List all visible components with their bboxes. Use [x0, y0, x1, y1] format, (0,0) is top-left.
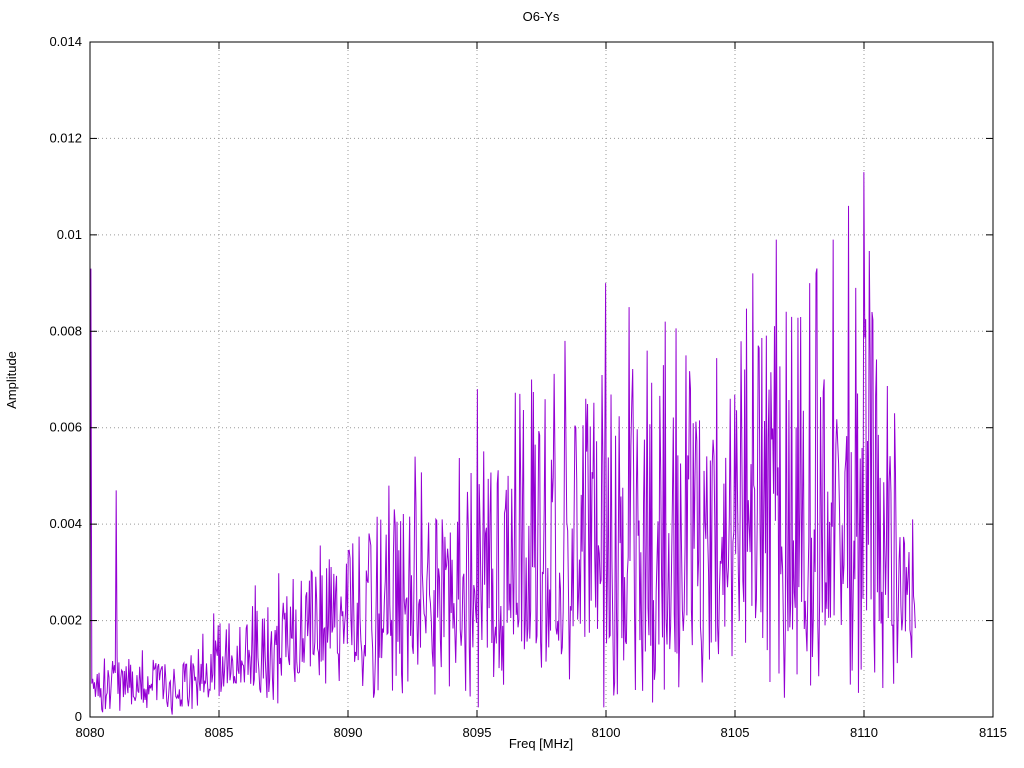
y-tick-label: 0.006 [49, 420, 82, 435]
y-tick-label: 0 [75, 709, 82, 724]
y-tick-label: 0.002 [49, 613, 82, 628]
x-tick-label: 8090 [334, 725, 363, 740]
x-tick-label: 8115 [979, 725, 1007, 740]
x-tick-label: 8110 [850, 725, 878, 740]
plot-border [89, 41, 994, 718]
x-tick-label: 8095 [463, 725, 492, 740]
x-tick-label: 8080 [76, 725, 105, 740]
x-tick-label: 8105 [721, 725, 750, 740]
y-tick-label: 0.012 [49, 130, 82, 145]
x-axis-label: Freq [MHz] [509, 736, 573, 751]
y-tick-label: 0.014 [49, 34, 82, 49]
y-tick-label: 0.008 [49, 323, 82, 338]
x-tick-label: 8100 [592, 725, 621, 740]
axis-layer: 8080 8085 8090 8095 8100 8105 8110 8115 0 0.002 0.… [49, 34, 1007, 740]
x-tick-label: 8085 [205, 725, 234, 740]
data-series-layer [90, 172, 916, 715]
y-tick-label: 0.004 [49, 516, 82, 531]
y-axis-label: Amplitude [4, 351, 19, 409]
data-series-line [90, 172, 916, 715]
chart-title: O6-Ys [523, 9, 560, 24]
y-tick-label: 0.01 [57, 227, 82, 242]
